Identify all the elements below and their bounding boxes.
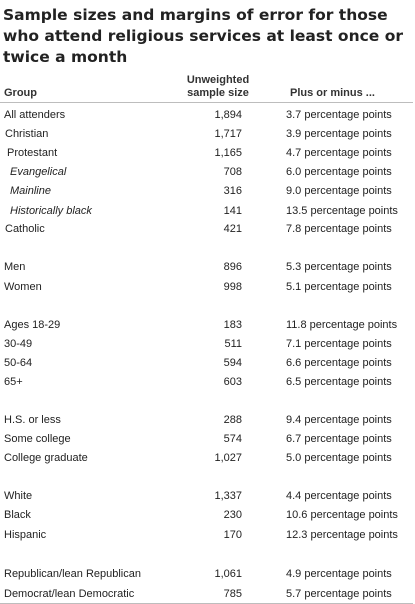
row-sample-size: 594 — [223, 357, 242, 369]
row-sample-size: 511 — [224, 338, 242, 350]
row-sample-size: 1,165 — [214, 147, 242, 159]
table-row: College graduate 1,027 5.0 percentage poin… — [0, 449, 415, 468]
row-margin-of-error: 7.8 percentage points — [286, 223, 392, 235]
row-label: Christian — [5, 128, 49, 140]
row-margin-of-error: 6.7 percentage points — [286, 433, 392, 445]
row-label: 50-64 — [4, 357, 33, 369]
row-sample-size: 183 — [223, 319, 242, 331]
row-margin-of-error: 3.9 percentage points — [286, 128, 392, 140]
figure-title: Sample sizes and margins of error for th… — [3, 6, 403, 66]
row-margin-of-error: 9.4 percentage points — [286, 414, 392, 426]
row-sample-size: 230 — [223, 509, 242, 521]
row-margin-of-error: 6.6 percentage points — [286, 357, 392, 369]
row-label: College graduate — [4, 452, 88, 464]
row-margin-of-error: 3.7 percentage points — [286, 109, 392, 121]
row-sample-size: 574 — [223, 433, 242, 445]
table-row: Evangelical 708 6.0 percentage points — [0, 163, 415, 182]
table-row: Protestant 1,165 4.7 percentage points — [0, 144, 415, 163]
table-row: White 1,337 4.4 percentage points — [0, 487, 415, 506]
column-header-group: Group — [4, 87, 37, 99]
row-sample-size: 316 — [223, 185, 242, 197]
table-row: Republican/lean Republican 1,061 4.9 perce… — [0, 565, 415, 584]
row-margin-of-error: 4.4 percentage points — [286, 490, 392, 502]
row-label: Historically black — [10, 205, 92, 217]
row-sample-size: 1,061 — [214, 568, 242, 580]
column-header-sample-size: Unweighted sample size — [186, 74, 250, 99]
row-label: All attenders — [4, 109, 66, 121]
row-margin-of-error: 5.3 percentage points — [286, 261, 392, 273]
row-sample-size: 170 — [223, 529, 242, 541]
row-label: Catholic — [5, 223, 45, 235]
row-margin-of-error: 7.1 percentage points — [286, 338, 392, 350]
row-margin-of-error: 13.5 percentage points — [286, 205, 398, 217]
row-margin-of-error: 6.0 percentage points — [286, 166, 392, 178]
row-label: Some college — [4, 433, 71, 445]
row-label: Protestant — [7, 147, 58, 159]
row-margin-of-error: 10.6 percentage points — [286, 509, 398, 521]
row-sample-size: 1,337 — [214, 490, 242, 502]
row-sample-size: 1,894 — [214, 109, 242, 121]
table-row: All attenders 1,894 3.7 percentage points — [0, 106, 415, 125]
table-row: Mainline 316 9.0 percentage points — [0, 182, 415, 201]
table-row: Men 896 5.3 percentage points — [0, 258, 415, 277]
row-sample-size: 288 — [223, 414, 242, 426]
row-sample-size: 708 — [223, 166, 242, 178]
table-row: Catholic 421 7.8 percentage points — [0, 220, 415, 239]
table-row: H.S. or less 288 9.4 percentage points — [0, 411, 415, 430]
row-margin-of-error: 5.7 percentage points — [286, 588, 392, 600]
row-label: Women — [4, 281, 42, 293]
table-row: Ages 18-29 183 11.8 percentage points — [0, 316, 415, 335]
row-sample-size: 998 — [223, 281, 242, 293]
row-label: 30-49 — [4, 338, 33, 350]
row-label: Evangelical — [10, 166, 67, 178]
row-label: 65+ — [4, 376, 23, 388]
table-row: 65+ 603 6.5 percentage points — [0, 373, 415, 392]
header-divider — [0, 102, 413, 103]
row-label: Ages 18-29 — [4, 319, 61, 331]
row-sample-size: 421 — [223, 223, 242, 235]
row-margin-of-error: 9.0 percentage points — [286, 185, 392, 197]
row-margin-of-error: 4.9 percentage points — [286, 568, 392, 580]
table-row: Women 998 5.1 percentage points — [0, 278, 415, 297]
row-margin-of-error: 5.0 percentage points — [286, 452, 392, 464]
row-label: H.S. or less — [4, 414, 61, 426]
table-row: Hispanic 170 12.3 percentage points — [0, 526, 415, 545]
table-row: 30-49 511 7.1 percentage points — [0, 335, 415, 354]
row-label: Black — [4, 509, 31, 521]
row-sample-size: 603 — [223, 376, 242, 388]
table-row: Democrat/lean Democratic 785 5.7 percentag… — [0, 585, 415, 604]
row-sample-size: 785 — [223, 588, 242, 600]
table-row: Black 230 10.6 percentage points — [0, 506, 415, 525]
row-label: Democrat/lean Democratic — [4, 588, 135, 600]
table-row: 50-64 594 6.6 percentage points — [0, 354, 415, 373]
table-row: Historically black 141 13.5 percentage poi… — [0, 202, 415, 221]
table-row: Christian 1,717 3.9 percentage points — [0, 125, 415, 144]
row-margin-of-error: 11.8 percentage points — [286, 319, 398, 331]
row-sample-size: 1,027 — [214, 452, 242, 464]
row-margin-of-error: 4.7 percentage points — [286, 147, 392, 159]
column-header-margin-of-error: Plus or minus ... — [290, 87, 375, 99]
row-margin-of-error: 6.5 percentage points — [286, 376, 392, 388]
row-margin-of-error: 12.3 percentage points — [286, 529, 398, 541]
row-sample-size: 1,717 — [214, 128, 242, 140]
row-label: Hispanic — [4, 529, 47, 541]
row-sample-size: 896 — [223, 261, 242, 273]
row-label: White — [4, 490, 33, 502]
row-label: Men — [4, 261, 26, 273]
row-sample-size: 141 — [223, 205, 242, 217]
row-margin-of-error: 5.1 percentage points — [286, 281, 392, 293]
row-label: Mainline — [10, 185, 51, 197]
table-row: Some college 574 6.7 percentage points — [0, 430, 415, 449]
row-label: Republican/lean Republican — [4, 568, 141, 580]
